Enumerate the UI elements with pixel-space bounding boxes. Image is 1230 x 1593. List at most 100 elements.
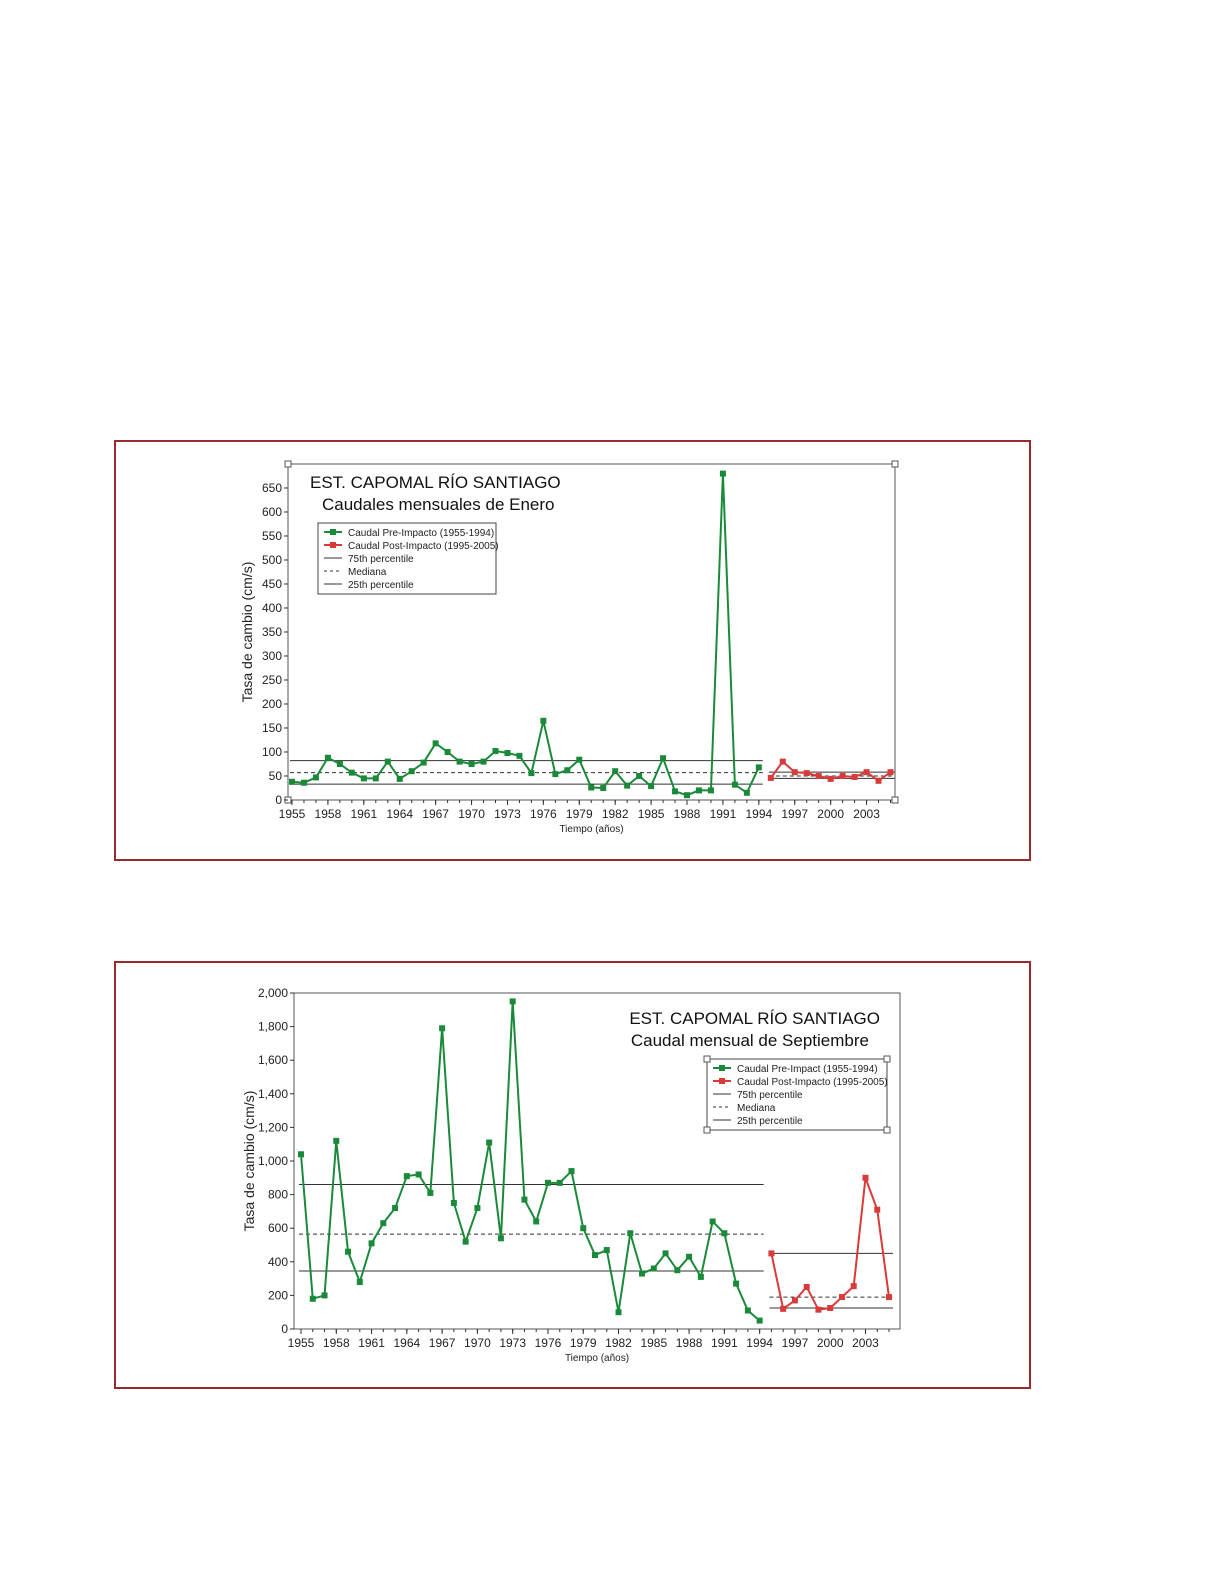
- data-point: [791, 1297, 798, 1304]
- data-point: [697, 1273, 704, 1280]
- legend-swatch-marker: [330, 542, 336, 548]
- data-point: [300, 779, 307, 786]
- x-tick-label: 1988: [676, 1336, 703, 1350]
- data-point: [480, 758, 487, 765]
- y-tick-label: 500: [262, 553, 282, 567]
- x-tick-label: 1961: [358, 1336, 385, 1350]
- data-point: [755, 764, 762, 771]
- x-axis-label: Tiempo (años): [559, 824, 623, 835]
- data-point: [516, 752, 523, 759]
- data-point: [528, 770, 535, 777]
- data-point: [719, 470, 726, 477]
- data-point: [672, 788, 679, 795]
- series-line-1: [770, 1177, 890, 1311]
- y-tick-label: 1,400: [258, 1087, 288, 1101]
- x-tick-label: 2000: [817, 807, 844, 821]
- legend-swatch-marker: [330, 529, 336, 535]
- data-point: [509, 998, 516, 1005]
- data-point: [336, 761, 343, 767]
- data-point: [709, 1218, 716, 1225]
- data-point: [863, 769, 870, 776]
- data-point: [779, 758, 786, 765]
- x-tick-label: 1958: [323, 1336, 350, 1350]
- data-point: [392, 1205, 399, 1212]
- plot-area: [287, 463, 896, 801]
- data-point: [556, 1179, 563, 1186]
- data-point: [462, 1238, 469, 1245]
- y-axis-label: Tasa de cambio (cm/s): [241, 1091, 257, 1232]
- data-point: [356, 1278, 363, 1285]
- y-tick-label: 100: [262, 745, 282, 759]
- chart-title: EST. CAPOMAL RÍO SANTIAGO: [310, 473, 561, 492]
- legend-handle: [703, 1126, 711, 1134]
- y-tick-label: 0: [281, 1322, 288, 1336]
- data-point: [850, 1283, 857, 1290]
- x-tick-label: 1973: [494, 807, 521, 821]
- chart-title: EST. CAPOMAL RÍO SANTIAGO: [629, 1009, 880, 1028]
- data-point: [662, 1250, 669, 1257]
- x-tick-label: 2003: [853, 807, 880, 821]
- x-tick-label: 1955: [288, 1336, 315, 1350]
- legend-box: [706, 1058, 888, 1131]
- legend-label: Caudal Pre-Impact (1955-1994): [737, 1064, 878, 1075]
- y-tick-label: 0: [275, 793, 282, 807]
- y-axis-label: Tasa de cambio (cm/s): [239, 562, 255, 703]
- data-point: [380, 1220, 387, 1227]
- data-point: [827, 1305, 834, 1311]
- y-tick-label: 450: [262, 577, 282, 591]
- data-point: [552, 771, 559, 778]
- x-tick-label: 1985: [640, 1336, 667, 1350]
- y-tick-label: 600: [268, 1221, 288, 1235]
- data-point: [791, 769, 798, 776]
- x-tick-label: 1970: [464, 1336, 491, 1350]
- data-point: [684, 792, 691, 799]
- legend-handle: [883, 1055, 891, 1063]
- data-point: [588, 784, 595, 791]
- legend-label: Caudal Pre-Impacto (1955-1994): [348, 528, 494, 539]
- x-axis-label: Tiempo (años): [565, 1353, 629, 1364]
- data-point: [468, 761, 475, 767]
- chart-enero: 0 50 100 150 200 250 300 350 400 450 500 550 600 650 1…: [239, 460, 899, 835]
- data-point: [639, 1270, 646, 1277]
- data-point: [544, 1179, 551, 1186]
- x-tick-label: 1991: [710, 807, 737, 821]
- series-line-0: [300, 1001, 761, 1322]
- data-point: [600, 785, 607, 791]
- y-tick-label: 400: [268, 1255, 288, 1269]
- x-tick-label: 1979: [566, 807, 593, 821]
- data-point: [648, 783, 655, 790]
- data-point: [707, 787, 714, 794]
- data-point: [827, 775, 834, 782]
- x-tick-label: 2000: [817, 1336, 844, 1350]
- legend-label: Mediana: [348, 567, 387, 578]
- y-tick-label: 150: [262, 721, 282, 735]
- x-tick-label: 1955: [279, 807, 306, 821]
- y-tick-label: 600: [262, 505, 282, 519]
- data-point: [564, 767, 571, 774]
- data-point: [803, 770, 810, 777]
- x-tick-label: 1976: [530, 807, 557, 821]
- data-point: [650, 1265, 657, 1272]
- data-point: [815, 773, 822, 779]
- data-point: [321, 1292, 328, 1299]
- y-tick-label: 800: [268, 1188, 288, 1202]
- x-tick-label: 1994: [746, 1336, 773, 1350]
- legend-label: 75th percentile: [348, 554, 414, 565]
- legend-box: [317, 522, 497, 595]
- data-point: [686, 1253, 693, 1260]
- data-point: [312, 774, 319, 781]
- x-tick-label: 1985: [638, 807, 665, 821]
- data-point: [768, 1250, 775, 1257]
- y-tick-label: 200: [268, 1288, 288, 1302]
- data-point: [408, 768, 415, 775]
- legend-label: Caudal Post-Impacto (1995-2005): [348, 541, 499, 552]
- data-point: [615, 1309, 622, 1316]
- data-point: [540, 717, 547, 724]
- selection-handle: [891, 460, 899, 468]
- chart-frame-enero: 0 50 100 150 200 250 300 350 400 450 500 550 600 650 1…: [114, 440, 1031, 861]
- y-tick-label: 1,600: [258, 1053, 288, 1067]
- legend-swatch-marker: [719, 1065, 725, 1071]
- x-tick-label: 1982: [605, 1336, 632, 1350]
- data-point: [348, 769, 355, 776]
- data-point: [580, 1225, 587, 1232]
